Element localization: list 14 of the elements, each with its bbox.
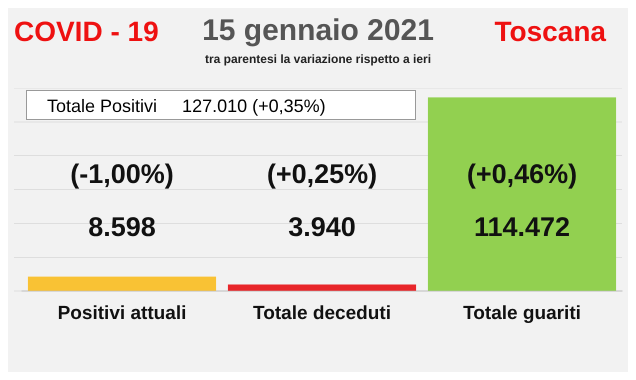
x-tick-label: Positivi attuali <box>58 302 186 324</box>
data-label: 3.940 <box>288 212 356 242</box>
chart-subtitle: tra parentesi la variazione rispetto a ieri <box>204 52 432 66</box>
x-tick-label: Totale deceduti <box>253 302 391 324</box>
annotation: (+0,25%) <box>266 159 378 189</box>
text-box: Totale Positivi 127.010 (+0,35%) <box>26 90 416 120</box>
x-tick-label: Totale guariti <box>463 302 581 324</box>
data-label: 8.598 <box>88 212 156 242</box>
text: Toscana <box>494 16 606 48</box>
annotation: (-1,00%) <box>70 159 174 189</box>
chart-title: 15 gennaio 2021 <box>202 14 434 47</box>
annotation: (+0,46%) <box>466 159 578 189</box>
text: COVID - 19 <box>14 16 159 48</box>
data-label: 114.472 <box>474 212 570 242</box>
